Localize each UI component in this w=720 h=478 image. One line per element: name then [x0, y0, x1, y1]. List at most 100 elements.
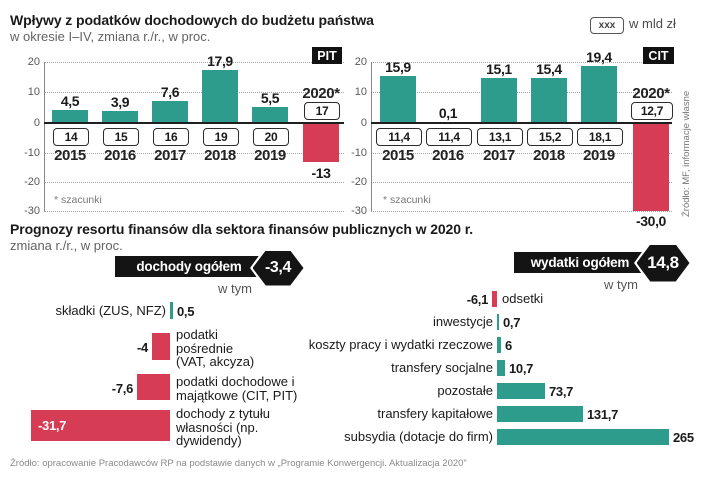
pit-year-2016: 2016 [104, 147, 136, 164]
cit-gridline-20 [371, 62, 672, 63]
pit-value-2016: 3,9 [110, 94, 130, 110]
cit-gridline-m20 [371, 182, 672, 183]
cit-bar-2017 [481, 78, 517, 123]
expenses-label-2: koszty pracy i wydatki rzeczowe [308, 337, 493, 352]
income-value-0: 0,5 [177, 304, 195, 319]
cit-gridline-10 [371, 92, 672, 93]
side-source: Źródło: MF, informacje własne [681, 90, 692, 217]
pit-zero-line [44, 122, 344, 124]
income-bar-0 [170, 302, 173, 319]
expenses-bar-3 [497, 360, 505, 376]
income-subnote: w tym [218, 281, 252, 296]
cit-amount-2015: 11,4 [376, 128, 422, 146]
cit-gridline-m10 [371, 153, 672, 154]
expenses-total-value: 14,8 [636, 244, 690, 282]
expenses-value-0: -6,1 [466, 292, 489, 307]
income-label-1: podatki pośrednie (VAT, akcyza) [176, 327, 255, 369]
pit-bar-2020 [303, 124, 339, 162]
income-label-2: podatki dochodowe i majątkowe (CIT, PIT) [176, 374, 298, 403]
cit-tick-10: 10 [354, 86, 367, 98]
pit-value-2019: 5,5 [260, 90, 280, 106]
cit-amount-2017: 13,1 [477, 128, 523, 146]
income-label-3: dochody z tytułu własności (np. dywidend… [176, 406, 270, 448]
income-banner: dochody ogółem [115, 256, 263, 277]
cit-forecast-year: 2020* [632, 85, 670, 102]
cit-zero-line [371, 122, 672, 124]
expenses-label-4: pozostałe [437, 383, 493, 398]
expenses-bar-4 [497, 383, 545, 399]
cit-value-2018: 15,4 [536, 61, 562, 77]
income-bar-3 [31, 410, 170, 441]
cit-value-2019: 19,4 [586, 49, 612, 65]
cit-badge: CIT [643, 47, 674, 64]
cit-bar-2015 [380, 76, 416, 123]
pit-gridline-m10 [44, 153, 344, 154]
expenses-value-1: 0,7 [503, 315, 521, 330]
expenses-banner: wydatki ogółem [514, 252, 646, 273]
income-bar-2 [137, 374, 170, 400]
cit-note: * szacunki [383, 194, 431, 206]
pit-year-2015: 2015 [54, 147, 86, 164]
income-label-0: składki (ZUS, NFZ) [55, 303, 167, 318]
income-total-hexagon: -3,4 [250, 248, 306, 288]
pit-amount-2016: 15 [103, 128, 139, 146]
expenses-bar-6 [497, 429, 669, 445]
expenses-label-3: transfery socjalne [391, 360, 493, 375]
pit-gridline-m20 [44, 182, 344, 183]
expenses-label-1: inwestycje [433, 314, 493, 329]
cit-bar-2019 [581, 66, 617, 123]
pit-gridline-20 [44, 62, 344, 63]
forecast-subtitle: zmiana r./r., w proc. [10, 238, 123, 253]
pit-y-axis [44, 62, 45, 211]
pit-badge: PIT [312, 47, 342, 64]
pit-bar-2016 [102, 111, 138, 123]
pit-value-2017: 7,6 [160, 84, 180, 100]
cit-amount-2016: 11,4 [426, 128, 472, 146]
cit-year-2018: 2018 [533, 147, 565, 164]
cit-amount-2019: 18,1 [577, 128, 623, 146]
expenses-label-6: subsydia (dotacje do firm) [344, 429, 493, 444]
income-value-3: -31,7 [38, 418, 67, 433]
expenses-value-2: 6 [505, 338, 512, 353]
cit-amount-2018: 15,2 [527, 128, 573, 146]
income-total-value: -3,4 [252, 250, 304, 286]
pit-tick-m10: -10 [24, 147, 40, 159]
pit-value-2015: 4,5 [60, 93, 80, 109]
pit-tick-m20: -20 [24, 176, 40, 188]
forecast-title: Prognozy resortu finansów dla sektora fi… [10, 221, 474, 237]
cit-year-2017: 2017 [483, 147, 515, 164]
pit-gridline-m30 [44, 211, 344, 212]
units-legend-box: xxx [590, 17, 624, 34]
expenses-value-3: 10,7 [509, 361, 534, 376]
cit-year-2016: 2016 [432, 147, 464, 164]
cit-bar-2018 [531, 78, 567, 123]
pit-bar-2018 [202, 70, 238, 123]
pit-forecast-year: 2020* [302, 85, 340, 102]
expenses-value-6: 265 [673, 430, 694, 445]
pit-tick-m30: -30 [24, 205, 40, 217]
expenses-bar-5 [497, 406, 583, 422]
pit-amount-2018: 19 [203, 128, 239, 146]
cit-gridline-m30 [371, 211, 672, 212]
pit-forecast-amount: 17 [304, 102, 340, 120]
cit-value-2017: 15,1 [486, 61, 512, 77]
cit-tick-m20: -20 [351, 176, 367, 188]
income-value-2: -7,6 [111, 381, 134, 396]
pit-year-2017: 2017 [154, 147, 186, 164]
expenses-label-0: odsetki [502, 291, 544, 306]
cit-tick-20: 20 [354, 56, 367, 68]
cit-value-2016: 0,1 [438, 105, 458, 121]
income-value-1: -4 [137, 340, 148, 355]
footer-source: Źródło: opracowanie Pracodawców RP na po… [10, 458, 467, 469]
cit-year-2019: 2019 [583, 147, 615, 164]
pit-tick-20: 20 [27, 56, 40, 68]
cit-tick-m30: -30 [351, 205, 367, 217]
expenses-subnote: w tym [604, 277, 638, 292]
expenses-total-hexagon: 14,8 [634, 242, 692, 284]
pit-bar-2017 [152, 101, 188, 123]
expenses-bar-2 [497, 337, 501, 353]
pit-amount-2015: 14 [53, 128, 89, 146]
pit-amount-2017: 16 [153, 128, 189, 146]
cit-bar-2020 [633, 124, 669, 211]
